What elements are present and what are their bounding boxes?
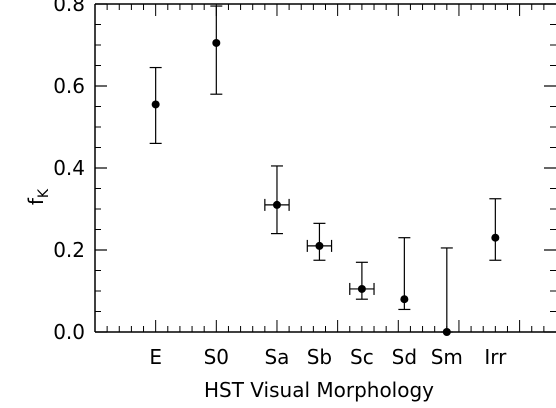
x-tick-label: Sc (350, 345, 374, 369)
data-marker (315, 241, 324, 250)
data-marker (491, 233, 500, 242)
data-marker (272, 200, 281, 209)
axis-ticks (95, 3, 556, 333)
data-marker (212, 38, 221, 47)
data-point (149, 66, 162, 144)
x-tick-label: S0 (204, 345, 229, 369)
x-tick-label: Irr (484, 345, 507, 369)
y-tick-label: 0.8 (53, 0, 85, 16)
x-tick-label: Sb (307, 345, 332, 369)
data-marker (400, 295, 409, 304)
data-points (149, 5, 502, 336)
data-point (264, 165, 290, 235)
data-point (440, 247, 453, 336)
data-marker (151, 100, 160, 109)
plot-axes (94, 3, 556, 333)
x-tick-label: Sd (392, 345, 417, 369)
y-axis-title: fK (24, 188, 52, 205)
data-point (398, 237, 411, 311)
x-tick-label: Sm (431, 345, 463, 369)
data-point (489, 198, 502, 261)
y-axis-title-main: f (24, 197, 48, 205)
data-point (349, 261, 375, 300)
y-tick-label: 0.2 (53, 238, 85, 262)
data-point (306, 222, 333, 261)
data-marker (442, 328, 451, 336)
y-tick-label: 0.0 (53, 320, 85, 344)
x-tick-labels: E S0 Sa Sb Sc Sd Sm Irr (149, 345, 507, 369)
svg-text:fK: fK (24, 188, 52, 205)
x-tick-label: Sa (264, 345, 289, 369)
y-tick-labels: 0.0 0.2 0.4 0.6 0.8 (53, 0, 85, 344)
data-marker (357, 284, 366, 293)
x-tick-label: E (149, 345, 162, 369)
y-tick-label: 0.6 (53, 74, 85, 98)
y-tick-label: 0.4 (53, 156, 85, 180)
data-point (210, 5, 223, 95)
x-axis-title: HST Visual Morphology (204, 378, 434, 402)
y-axis-title-subscript: K (36, 188, 52, 198)
